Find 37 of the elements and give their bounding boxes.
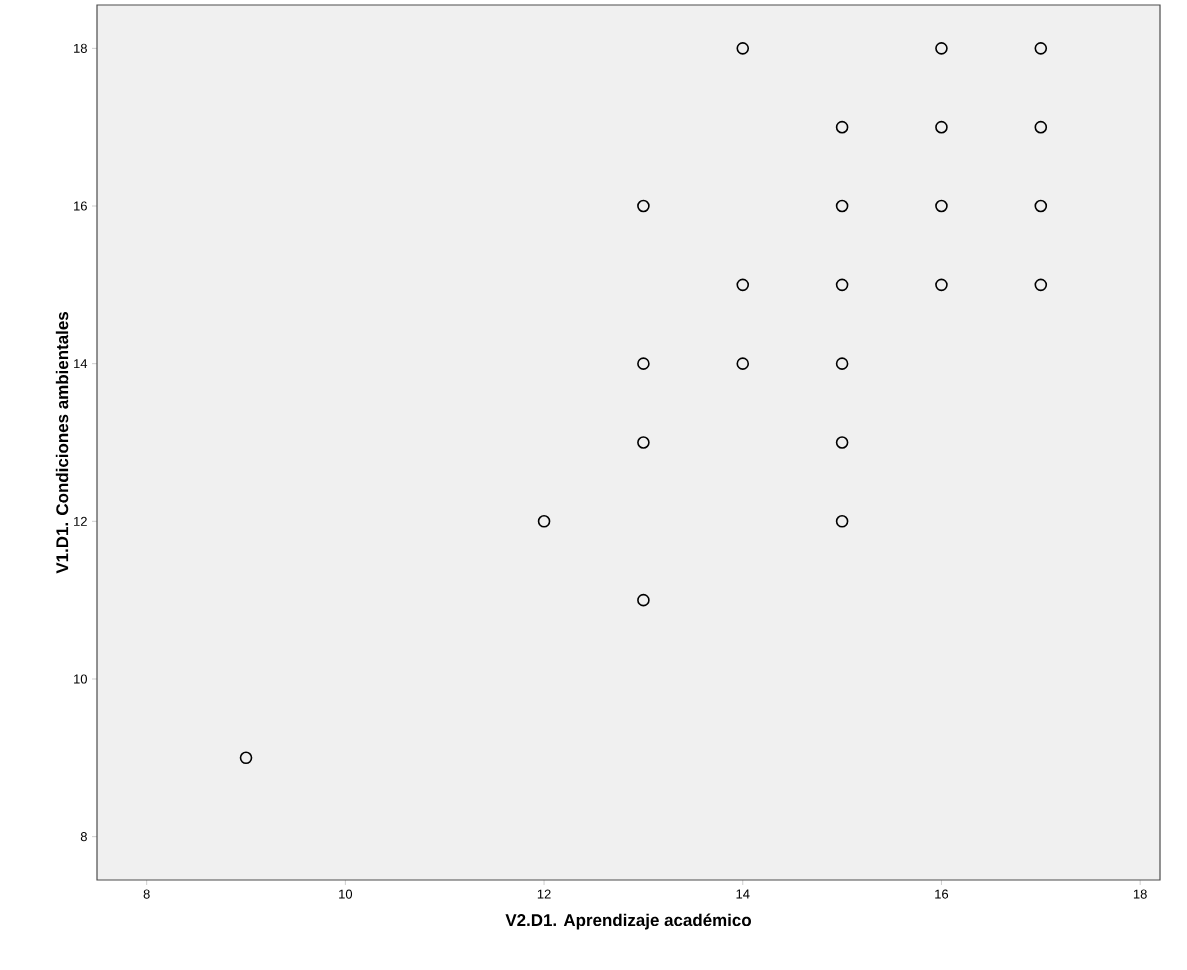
y-tick-label: 14 [74, 359, 88, 369]
point [537, 515, 551, 528]
point [736, 357, 750, 370]
point [239, 751, 253, 765]
point [1034, 120, 1048, 134]
point [835, 120, 849, 134]
y-tick-label: 16 [74, 201, 87, 211]
point [637, 436, 650, 449]
point [637, 199, 650, 213]
x-tick-label: 14 [736, 889, 750, 899]
point [736, 278, 750, 292]
x-tick-label: 12 [537, 889, 551, 899]
y-tick-label: 10 [74, 674, 87, 684]
point [835, 199, 849, 213]
point [1034, 278, 1048, 292]
x-tick-label: 18 [1133, 889, 1147, 899]
x-axis-title: V2.D1. Aprendizaje académico [505, 913, 751, 930]
point [736, 42, 750, 55]
point [835, 515, 849, 528]
point [637, 357, 650, 370]
point [835, 436, 849, 449]
x-tick-label: 16 [935, 889, 949, 899]
point [935, 42, 948, 55]
point [835, 357, 849, 370]
point [1034, 199, 1048, 213]
y-tick-label: 18 [74, 43, 87, 53]
x-tick-label: 8 [143, 889, 150, 899]
y-tick-label: 12 [74, 516, 87, 526]
y-tick-label: 8 [80, 832, 87, 842]
point [1034, 42, 1048, 55]
point [835, 278, 849, 292]
x-tick-label: 10 [339, 889, 353, 899]
point [935, 120, 948, 134]
y-axis-title: V1.D1. Condiciones ambientales [55, 312, 69, 574]
point [935, 278, 948, 292]
point [637, 593, 650, 607]
point [935, 199, 948, 213]
